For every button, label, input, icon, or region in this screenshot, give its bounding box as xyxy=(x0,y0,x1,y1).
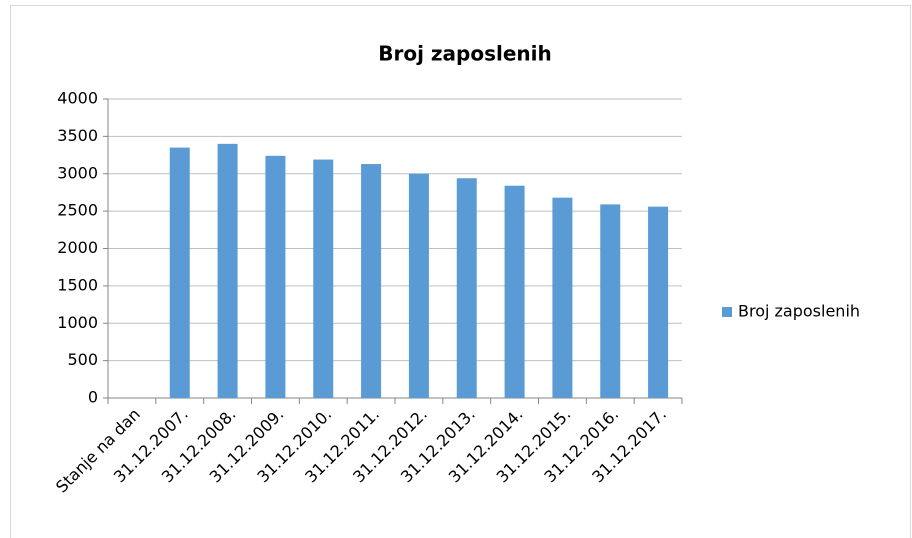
chart-frame xyxy=(10,5,911,538)
bar xyxy=(456,178,477,398)
y-tick-label: 3500 xyxy=(57,126,98,145)
chart-title: Broj zaposlenih xyxy=(378,42,552,66)
y-tick-label: 4000 xyxy=(57,89,98,108)
bar xyxy=(313,159,334,398)
bar xyxy=(552,197,573,398)
bar xyxy=(265,155,286,398)
bar xyxy=(361,164,382,398)
y-tick-label: 2500 xyxy=(57,201,98,220)
y-tick-label: 0 xyxy=(88,388,98,407)
x-tick-label: Stanje na dan xyxy=(52,405,144,497)
y-tick-label: 1000 xyxy=(57,313,98,332)
y-tick-label: 3000 xyxy=(57,163,98,182)
y-tick-label: 1500 xyxy=(57,275,98,294)
bar xyxy=(169,147,190,398)
bar xyxy=(504,185,525,398)
y-tick-label: 500 xyxy=(67,350,98,369)
bar xyxy=(600,204,621,398)
bar xyxy=(648,206,669,398)
legend-label: Broj zaposlenih xyxy=(738,302,860,321)
y-tick-label: 2000 xyxy=(57,238,98,257)
bar xyxy=(408,173,429,398)
bar xyxy=(217,143,238,398)
legend-swatch xyxy=(722,307,732,317)
